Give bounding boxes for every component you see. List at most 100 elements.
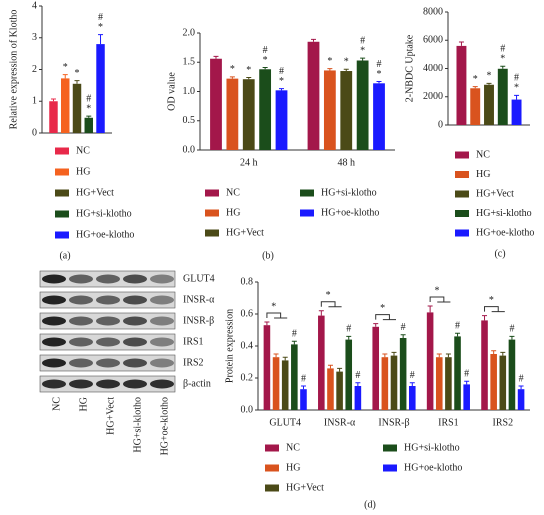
bar [445,357,452,410]
legend-label: HG+oe-klotho [76,229,134,240]
legend-swatch [55,210,69,218]
bar [484,84,494,125]
legend-label: NC [476,149,490,160]
error-bar [427,305,433,313]
significance-mark: * [246,65,251,76]
bar [300,389,307,410]
error-bar [343,68,349,72]
blot-band [42,316,66,326]
legend-swatch [265,484,279,492]
y-tick-label: 4000 [423,63,443,74]
bar [481,320,488,410]
error-bar [518,385,524,390]
legend-swatch [205,209,219,217]
bar [49,101,58,133]
significance-mark: * [279,76,284,87]
error-bar [360,57,366,61]
bracket-label: * [271,301,276,312]
error-bar [472,86,478,89]
x-tick-label: INSR-α [324,417,356,428]
blot-lane-label: HG+Vect [105,397,116,435]
significance-mark: * [514,83,519,94]
legend-swatch [55,189,69,197]
error-bar [291,340,297,345]
panel-label: (a) [59,250,70,261]
error-bar [445,353,451,358]
significance-mark: # [355,370,360,381]
y-tick-label: 0 [32,127,37,138]
bar [307,41,320,150]
bar [84,117,93,133]
blot-band [150,274,174,284]
blot-row-label: INSR-β [183,315,214,326]
error-bar [464,380,470,385]
legend-label: HG [76,166,90,177]
significance-mark: * [360,45,365,56]
panel-label: (c) [494,248,505,259]
y-tick-label: 2 [32,64,37,75]
legend-swatch [383,464,397,472]
x-tick-label: IRS2 [493,417,514,428]
legend-label: NC [76,145,90,156]
y-tick-label: 0.8 [241,276,254,287]
significance-mark: * [327,56,332,67]
legend-swatch [55,168,69,176]
blot-row-label: β-actin [183,378,211,389]
legend-label: HG+si-klotho [321,187,377,198]
error-bar [409,382,415,386]
blot-band [150,358,174,368]
bar [272,357,280,410]
significance-mark: # [410,370,415,381]
bar [511,99,522,125]
blot-lane-label: HG+si-klotho [132,397,143,453]
legend-label: HG+si-klotho [76,208,132,219]
y-tick-label: 1 [32,96,37,107]
significance-mark: * [500,54,505,65]
bracket-label: * [380,303,385,314]
legend-label: HG+oe-klotho [321,207,379,218]
legend-label: HG+oe-klotho [476,227,534,238]
legend-swatch [300,189,314,197]
significance-mark: * [86,103,91,114]
error-bar [337,367,343,372]
blot-band [123,274,147,284]
error-bar [327,68,333,71]
bracket [266,312,288,319]
error-bar [391,351,397,356]
x-tick-label: 48 h [338,157,356,168]
bar [497,68,508,125]
legend-label: HG+oe-klotho [404,462,462,473]
significance-mark: # [464,368,469,379]
bar [456,45,467,125]
significance-mark: # [401,322,406,333]
blot-band [42,379,66,389]
y-axis-label: Relative expression of Klotho [8,10,19,130]
bracket [429,296,451,303]
error-bar [373,323,379,327]
blot-band [150,316,174,326]
bar [463,384,470,410]
bar [426,312,434,410]
y-axis-label: 2-NBDC Uptake [404,34,415,102]
y-tick-label: 1.0 [183,86,196,97]
significance-mark: * [63,62,68,73]
significance-mark: # [514,73,519,84]
blot-band [42,358,66,368]
bar [226,78,239,150]
error-bar [262,67,268,70]
blot-band [42,337,66,347]
bracket-label: * [434,285,439,296]
bar [345,339,353,410]
legend-swatch [205,189,219,197]
x-tick-label: GLUT4 [269,417,301,428]
error-bar [282,356,288,361]
blot-lane-label: HG [78,397,89,411]
significance-mark: * [473,74,478,85]
significance-mark: # [279,66,284,77]
legend-label: HG [286,462,300,473]
blot-band [96,316,120,326]
error-bar [213,55,219,59]
blot-band [123,295,147,305]
blot-band [69,337,93,347]
